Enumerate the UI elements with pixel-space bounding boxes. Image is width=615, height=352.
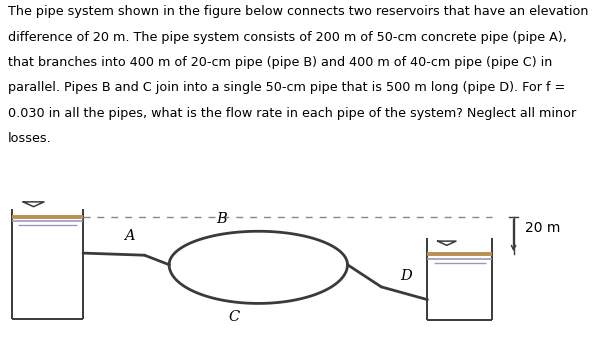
Text: D: D (400, 269, 412, 283)
Text: that branches into 400 m of 20-cm pipe (pipe B) and 400 m of 40-cm pipe (pipe C): that branches into 400 m of 20-cm pipe (… (8, 56, 552, 69)
Text: parallel. Pipes B and C join into a single 50-cm pipe that is 500 m long (pipe D: parallel. Pipes B and C join into a sing… (8, 81, 565, 94)
Text: 20 m: 20 m (525, 221, 560, 235)
Text: B: B (216, 212, 227, 226)
Text: difference of 20 m. The pipe system consists of 200 m of 50-cm concrete pipe (pi: difference of 20 m. The pipe system cons… (8, 31, 567, 44)
Text: The pipe system shown in the figure below connects two reservoirs that have an e: The pipe system shown in the figure belo… (8, 5, 589, 18)
Text: losses.: losses. (8, 132, 52, 145)
Text: 0.030 in all the pipes, what is the flow rate in each pipe of the system? Neglec: 0.030 in all the pipes, what is the flow… (8, 107, 576, 120)
Text: A: A (124, 229, 135, 243)
Text: C: C (228, 310, 239, 324)
